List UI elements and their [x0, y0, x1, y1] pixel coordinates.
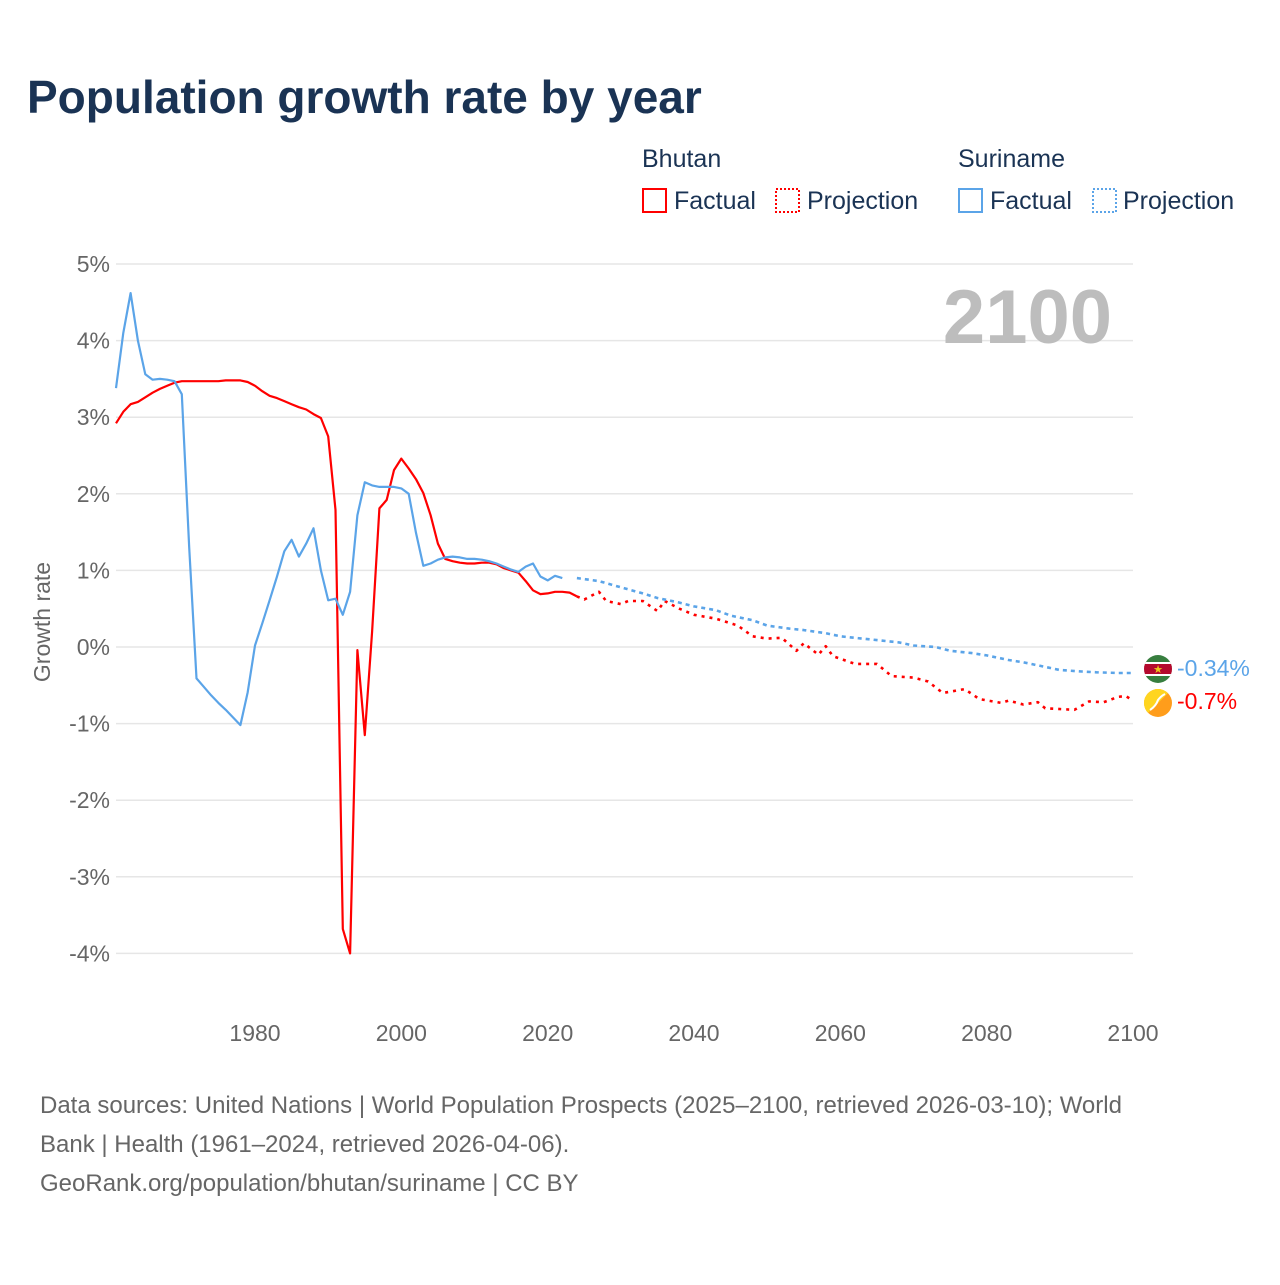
- legend-swatch-suriname-projection[interactable]: [1092, 188, 1117, 213]
- grid-lines: [116, 263, 1133, 955]
- current-year-label: 2100: [943, 275, 1112, 360]
- legend: Bhutan Factual Projection Suriname Factu…: [642, 145, 1234, 215]
- x-tick-label: 2100: [1107, 1020, 1158, 1046]
- legend-swatch-bhutan-factual[interactable]: [642, 188, 667, 213]
- page-title: Population growth rate by year: [27, 71, 702, 123]
- y-tick-label: 0%: [77, 634, 110, 660]
- series-lines: [114, 292, 1134, 955]
- legend-swatch-bhutan-projection[interactable]: [775, 188, 800, 213]
- end-markers: ★ -0.34% -0.7%: [1144, 655, 1250, 717]
- x-tick-label: 2040: [668, 1020, 719, 1046]
- footer-sources-line2: Bank | Health (1961–2024, retrieved 2026…: [40, 1131, 569, 1158]
- y-axis-label: Growth rate: [29, 562, 55, 682]
- x-axis-ticks: 1980 2000 2020 2040 2060 2080 2100: [229, 1020, 1158, 1046]
- x-tick-label: 2060: [815, 1020, 866, 1046]
- series-line-bhutan-projection: [576, 590, 1134, 712]
- y-tick-label: -4%: [69, 940, 110, 966]
- y-tick-label: -3%: [69, 864, 110, 890]
- x-tick-label: 2080: [961, 1020, 1012, 1046]
- legend-suriname-projection[interactable]: Projection: [1123, 187, 1234, 215]
- footer-sources-line1: Data sources: United Nations | World Pop…: [40, 1092, 1122, 1119]
- suriname-end-value: -0.34%: [1177, 655, 1250, 681]
- series-line-suriname-projection: [576, 576, 1133, 675]
- footer-attribution-link[interactable]: GeoRank.org/population/bhutan/suriname |…: [40, 1170, 579, 1197]
- svg-text:★: ★: [1153, 664, 1163, 676]
- bhutan-end-value: -0.7%: [1177, 688, 1237, 714]
- y-tick-label: 5%: [77, 251, 110, 277]
- x-tick-label: 1980: [229, 1020, 280, 1046]
- legend-swatch-suriname-factual[interactable]: [958, 188, 983, 213]
- legend-bhutan-factual[interactable]: Factual: [674, 187, 756, 215]
- y-tick-label: 3%: [77, 404, 110, 430]
- y-tick-label: -1%: [69, 711, 110, 737]
- legend-group-suriname: Suriname: [958, 145, 1065, 173]
- y-tick-label: 2%: [77, 481, 110, 507]
- bhutan-flag-icon: [1144, 689, 1172, 717]
- legend-group-bhutan: Bhutan: [642, 145, 721, 173]
- suriname-flag-icon: ★: [1144, 655, 1172, 683]
- x-tick-label: 2000: [376, 1020, 427, 1046]
- series-line-suriname-factual: [114, 292, 563, 727]
- legend-suriname-factual[interactable]: Factual: [990, 187, 1072, 215]
- y-tick-label: 4%: [77, 328, 110, 354]
- y-tick-label: -2%: [69, 787, 110, 813]
- legend-bhutan-projection[interactable]: Projection: [807, 187, 918, 215]
- y-tick-label: 1%: [77, 557, 110, 583]
- x-tick-label: 2020: [522, 1020, 573, 1046]
- y-axis-ticks: 5% 4% 3% 2% 1% 0% -1% -2% -3% -4%: [69, 251, 110, 966]
